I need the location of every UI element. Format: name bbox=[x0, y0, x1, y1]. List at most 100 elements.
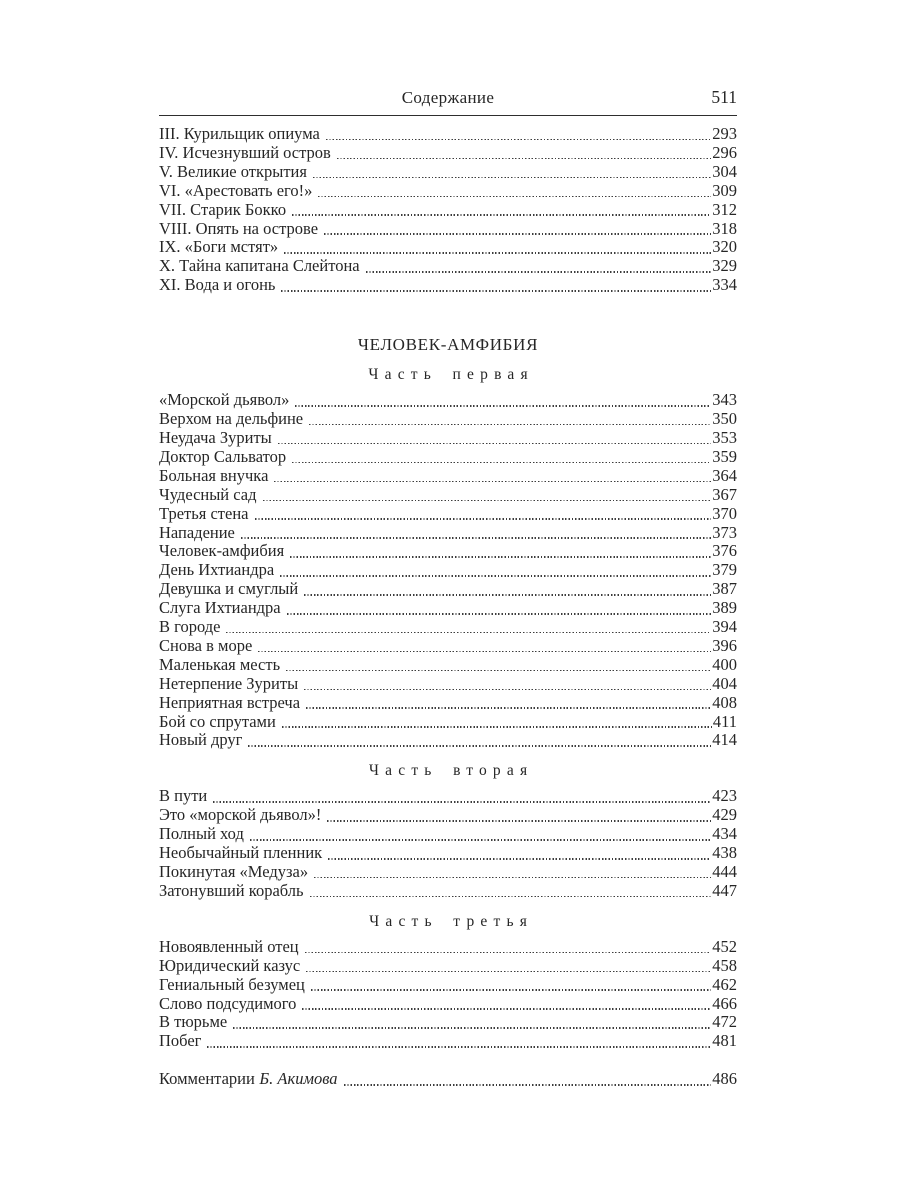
toc-entry-page: 434 bbox=[712, 824, 737, 844]
dotted-leader bbox=[300, 694, 712, 713]
toc-blocks: III. Курильщик опиума 293 IV. Исчезнувший … bbox=[159, 116, 737, 1089]
toc-entry: X. Тайна капитана Слейтона 329 bbox=[159, 256, 737, 276]
toc-entry-page: 411 bbox=[712, 711, 737, 731]
dotted-leader bbox=[286, 201, 712, 220]
toc-entry-title: IV. Исчезнувший остров bbox=[159, 142, 331, 162]
dotted-leader bbox=[308, 863, 712, 882]
toc-entry-page: 379 bbox=[712, 560, 737, 580]
toc-entry-page: 353 bbox=[712, 427, 737, 447]
toc-entry-page: 452 bbox=[712, 936, 737, 956]
toc-entry-title: Нетерпение Зуриты bbox=[159, 673, 299, 693]
toc-entry-title: Человек-амфибия bbox=[159, 541, 285, 561]
toc-entry: Человек-амфибия 376 bbox=[159, 542, 737, 561]
toc-entry: В городе 394 bbox=[159, 617, 737, 637]
toc-entry-title: Полный ход bbox=[159, 824, 244, 844]
toc-entry: Новоявленный отец 452 bbox=[159, 936, 737, 957]
part-title: Часть первая bbox=[368, 366, 534, 384]
dotted-leader bbox=[244, 825, 712, 844]
dotted-leader bbox=[227, 1013, 712, 1032]
dotted-leader bbox=[275, 276, 712, 295]
dotted-leader bbox=[300, 957, 712, 976]
toc-entry-title: Комментарии bbox=[159, 1069, 255, 1089]
toc-entry-title: Неприятная встреча bbox=[159, 692, 301, 712]
dotted-leader bbox=[296, 995, 712, 1014]
toc-entry-page: 444 bbox=[712, 862, 737, 881]
toc-entry: Побег 481 bbox=[159, 1031, 737, 1051]
toc-entry: Комментарии Б. Акимова 486 bbox=[159, 1069, 737, 1089]
toc-entry-page: 462 bbox=[712, 974, 737, 994]
toc-entry-title: Побег bbox=[159, 1031, 202, 1051]
toc-entry-page: 486 bbox=[712, 1069, 737, 1089]
toc-entry-page: 423 bbox=[712, 786, 737, 806]
toc-entry-page: 376 bbox=[712, 541, 737, 561]
toc-entry-page: 334 bbox=[712, 275, 737, 295]
toc-entry-page: 404 bbox=[712, 673, 737, 693]
toc-entry-title: Нападение bbox=[159, 522, 235, 542]
toc-entry-title: Бой со спрутами bbox=[159, 711, 276, 731]
toc-entry: Нетерпение Зуриты 404 bbox=[159, 673, 737, 694]
dotted-leader bbox=[235, 524, 712, 543]
toc-entry-page: 364 bbox=[712, 465, 737, 485]
dotted-leader bbox=[289, 391, 712, 410]
toc-entry-page: 304 bbox=[712, 161, 737, 181]
toc-entry-page: 370 bbox=[712, 503, 737, 523]
toc-entry-page: 396 bbox=[712, 635, 737, 655]
toc-entry-page: 296 bbox=[712, 142, 737, 162]
section-title: ЧЕЛОВЕК-АМФИБИЯ bbox=[357, 335, 539, 355]
dotted-leader bbox=[252, 637, 712, 656]
dotted-leader bbox=[322, 844, 712, 863]
toc-entry-page: 359 bbox=[712, 446, 737, 466]
dotted-leader bbox=[312, 182, 712, 201]
toc-entry-title: XI. Вода и огонь bbox=[159, 275, 276, 295]
toc-entry: Затонувший корабль 447 bbox=[159, 881, 737, 901]
toc-entry-page: 458 bbox=[712, 955, 737, 975]
dotted-leader bbox=[304, 882, 713, 901]
toc-entry-page: 466 bbox=[712, 993, 737, 1013]
toc-entry-title: В пути bbox=[159, 786, 208, 806]
toc-entry-page: 438 bbox=[712, 843, 737, 863]
toc-entry: IX. «Боги мстят» 320 bbox=[159, 238, 737, 257]
toc-entry-title: VI. «Арестовать его!» bbox=[159, 180, 313, 200]
toc-entry: Покинутая «Медуза» 444 bbox=[159, 862, 737, 882]
dotted-leader bbox=[249, 505, 713, 524]
toc-entry-title: Слуга Ихтиандра bbox=[159, 598, 281, 618]
toc-entry: Новый друг 414 bbox=[159, 731, 737, 750]
toc-entry-title: III. Курильщик опиума bbox=[159, 124, 320, 143]
toc-entry-title: Больная внучка bbox=[159, 465, 269, 485]
toc-entry: Юридический казус 458 bbox=[159, 955, 737, 976]
toc-entry-title: VII. Старик Бокко bbox=[159, 199, 287, 219]
toc-entry: Неудача Зуриты 353 bbox=[159, 427, 737, 448]
toc-entry: III. Курильщик опиума 293 bbox=[159, 124, 737, 144]
toc-entry-title: Девушка и смуглый bbox=[159, 579, 299, 599]
toc-entry: Необычайный пленник 438 bbox=[159, 843, 737, 863]
dotted-leader bbox=[280, 656, 712, 675]
toc-entry-page: 373 bbox=[712, 522, 737, 542]
toc-entry-title: Неудача Зуриты bbox=[159, 427, 272, 447]
toc-entry: VI. «Арестовать его!» 309 bbox=[159, 180, 737, 201]
toc-entry: Маленькая месть 400 bbox=[159, 654, 737, 675]
toc-entry-title: Гениальный безумец bbox=[159, 974, 305, 994]
dotted-leader bbox=[307, 163, 712, 182]
toc-entry-page: 408 bbox=[712, 692, 737, 712]
part-title: Часть вторая bbox=[368, 762, 534, 780]
dotted-leader bbox=[274, 561, 712, 580]
toc-entry-title: VIII. Опять на острове bbox=[159, 218, 319, 238]
toc-entry-title: IX. «Боги мстят» bbox=[159, 237, 279, 257]
toc-entry-page: 350 bbox=[712, 409, 737, 429]
dotted-leader bbox=[276, 713, 713, 732]
toc-entry-page: 387 bbox=[712, 579, 737, 599]
toc-entry: Верхом на дельфине 350 bbox=[159, 409, 737, 429]
toc-entry: Снова в море 396 bbox=[159, 635, 737, 656]
toc-entry-title: Верхом на дельфине bbox=[159, 409, 304, 429]
toc-entry: V. Великие открытия 304 bbox=[159, 161, 737, 182]
dotted-leader bbox=[305, 976, 712, 995]
toc-entry-page: 400 bbox=[712, 654, 737, 674]
toc-entry-title: В городе bbox=[159, 617, 221, 637]
dotted-leader bbox=[331, 144, 712, 163]
toc-entry-page: 472 bbox=[712, 1012, 737, 1032]
toc-entry-title: V. Великие открытия bbox=[159, 161, 307, 181]
toc-entry-title: День Ихтиандра bbox=[159, 560, 275, 580]
toc-entry-page: 318 bbox=[712, 218, 737, 238]
toc-entry: Девушка и смуглый 387 bbox=[159, 579, 737, 599]
